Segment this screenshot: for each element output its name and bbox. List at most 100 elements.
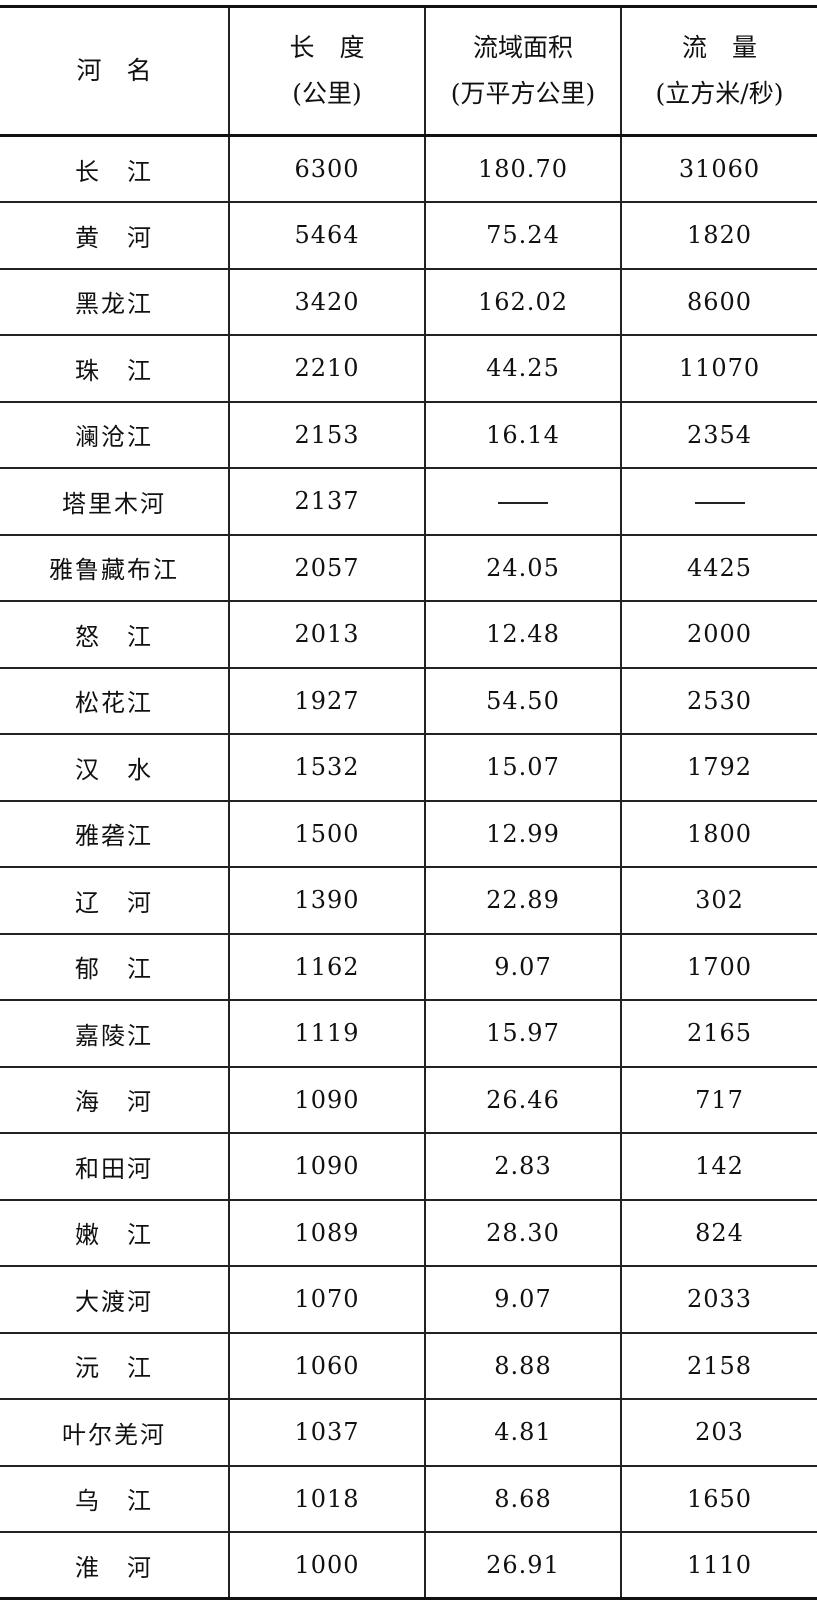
cell-flow: 4425 bbox=[620, 534, 817, 601]
cell-river-name: 乌 江 bbox=[75, 1487, 153, 1516]
cell-flow: 1792 bbox=[620, 734, 817, 801]
table-row: 黄 河 5464 75.24 1820 bbox=[0, 202, 817, 269]
header-row: 河 名 长 度 (公里) 流域面积 (万平方公里) 流 量 (立方米/秒) bbox=[0, 6, 817, 136]
cell-basin-area: 180.70 bbox=[424, 135, 621, 202]
cell-basin-area: 75.24 bbox=[424, 202, 621, 269]
cell-flow: 1820 bbox=[620, 202, 817, 269]
cell-length: 1119 bbox=[228, 1000, 425, 1067]
cell-flow: 31060 bbox=[620, 135, 817, 202]
cell-length: 1532 bbox=[228, 734, 425, 801]
cell-basin-area: 12.99 bbox=[424, 800, 621, 867]
cell-basin-area: 2.83 bbox=[424, 1133, 621, 1200]
table-row: 长 江 6300 180.70 31060 bbox=[0, 135, 817, 202]
cell-river-name: 汉 水 bbox=[75, 755, 153, 784]
cell-river-name: 澜沧江 bbox=[75, 423, 153, 452]
cell-basin-area: 15.07 bbox=[424, 734, 621, 801]
cell-length: 2013 bbox=[228, 601, 425, 668]
cell-length: 3420 bbox=[228, 268, 425, 335]
table-row: 雅鲁藏布江 2057 24.05 4425 bbox=[0, 534, 817, 601]
table-row: 黑龙江 3420 162.02 8600 bbox=[0, 268, 817, 335]
cell-length: 1070 bbox=[228, 1266, 425, 1333]
cell-flow: 824 bbox=[620, 1199, 817, 1266]
table-row: 大渡河 1070 9.07 2033 bbox=[0, 1266, 817, 1333]
table-row: 塔里木河 2137 bbox=[0, 468, 817, 535]
table-row: 松花江 1927 54.50 2530 bbox=[0, 667, 817, 734]
table-row: 乌 江 1018 8.68 1650 bbox=[0, 1465, 817, 1532]
cell-river-name: 和田河 bbox=[75, 1154, 153, 1183]
table-row: 叶尔羌河 1037 4.81 203 bbox=[0, 1399, 817, 1466]
cell-basin-area: 28.30 bbox=[424, 1199, 621, 1266]
cell-basin-area: 16.14 bbox=[424, 401, 621, 468]
cell-length: 1090 bbox=[228, 1066, 425, 1133]
header-title: 流 量 bbox=[681, 33, 757, 62]
cell-river-name: 嘉陵江 bbox=[75, 1021, 153, 1050]
cell-flow: 1110 bbox=[620, 1532, 817, 1599]
cell-river-name: 海 河 bbox=[75, 1088, 153, 1117]
header-unit: (立方米/秒) bbox=[655, 79, 784, 108]
cell-length: 5464 bbox=[228, 202, 425, 269]
header-unit: (公里) bbox=[292, 79, 362, 108]
cell-river-name: 黄 河 bbox=[75, 223, 153, 252]
cell-flow: 1700 bbox=[620, 933, 817, 1000]
cell-length: 1162 bbox=[228, 933, 425, 1000]
table-row: 海 河 1090 26.46 717 bbox=[0, 1066, 817, 1133]
cell-flow bbox=[620, 468, 817, 535]
cell-basin-area: 26.46 bbox=[424, 1066, 621, 1133]
cell-length: 1090 bbox=[228, 1133, 425, 1200]
header-basin-area: 流域面积 (万平方公里) bbox=[424, 6, 621, 136]
cell-flow: 2165 bbox=[620, 1000, 817, 1067]
cell-flow: 1650 bbox=[620, 1465, 817, 1532]
cell-basin-area: 4.81 bbox=[424, 1399, 621, 1466]
no-data-dash bbox=[498, 501, 548, 504]
rivers-table: 河 名长 度 (公里) 流域面积 (万平方公里) 流 量 (立方米/秒) 长 江 6300 1… bbox=[0, 5, 817, 1600]
cell-basin-area: 15.97 bbox=[424, 1000, 621, 1067]
cell-flow: 2530 bbox=[620, 667, 817, 734]
cell-flow: 2000 bbox=[620, 601, 817, 668]
cell-river-name: 叶尔羌河 bbox=[62, 1420, 166, 1449]
cell-flow: 2033 bbox=[620, 1266, 817, 1333]
cell-basin-area: 9.07 bbox=[424, 1266, 621, 1333]
cell-flow: 142 bbox=[620, 1133, 817, 1200]
cell-length: 1037 bbox=[228, 1399, 425, 1466]
cell-basin-area: 9.07 bbox=[424, 933, 621, 1000]
table-row: 雅砻江 1500 12.99 1800 bbox=[0, 800, 817, 867]
cell-length: 2137 bbox=[228, 468, 425, 535]
header-title: 流域面积 bbox=[472, 33, 573, 62]
cell-river-name: 郁 江 bbox=[75, 955, 153, 984]
header-unit: (万平方公里) bbox=[450, 79, 596, 108]
cell-flow: 2354 bbox=[620, 401, 817, 468]
header-flow: 流 量 (立方米/秒) bbox=[620, 6, 817, 136]
cell-basin-area: 44.25 bbox=[424, 335, 621, 402]
cell-length: 1927 bbox=[228, 667, 425, 734]
cell-length: 1060 bbox=[228, 1332, 425, 1399]
table-row: 澜沧江 2153 16.14 2354 bbox=[0, 401, 817, 468]
cell-river-name: 松花江 bbox=[75, 689, 153, 718]
cell-basin-area: 8.88 bbox=[424, 1332, 621, 1399]
cell-river-name: 雅砻江 bbox=[75, 822, 153, 851]
no-data-dash bbox=[694, 501, 745, 504]
cell-river-name: 沅 江 bbox=[75, 1354, 153, 1383]
cell-basin-area: 26.91 bbox=[424, 1532, 621, 1599]
cell-river-name: 辽 河 bbox=[75, 888, 153, 917]
cell-basin-area: 54.50 bbox=[424, 667, 621, 734]
cell-flow: 8600 bbox=[620, 268, 817, 335]
table-row: 和田河 1090 2.83 142 bbox=[0, 1133, 817, 1200]
cell-length: 6300 bbox=[228, 135, 425, 202]
header-title: 河 名 bbox=[76, 56, 152, 85]
table-row: 辽 河 1390 22.89 302 bbox=[0, 867, 817, 934]
cell-river-name: 长 江 bbox=[75, 157, 153, 186]
table-row: 嫩 江 1089 28.30 824 bbox=[0, 1199, 817, 1266]
cell-length: 2210 bbox=[228, 335, 425, 402]
cell-basin-area: 22.89 bbox=[424, 867, 621, 934]
cell-river-name: 大渡河 bbox=[75, 1287, 153, 1316]
cell-river-name: 珠 江 bbox=[75, 356, 153, 385]
cell-basin-area: 162.02 bbox=[424, 268, 621, 335]
cell-river-name: 雅鲁藏布江 bbox=[49, 556, 179, 585]
table-row: 郁 江 1162 9.07 1700 bbox=[0, 933, 817, 1000]
cell-length: 1390 bbox=[228, 867, 425, 934]
cell-flow: 203 bbox=[620, 1399, 817, 1466]
cell-basin-area: 24.05 bbox=[424, 534, 621, 601]
cell-length: 1500 bbox=[228, 800, 425, 867]
table-row: 珠 江 2210 44.25 11070 bbox=[0, 335, 817, 402]
table-row: 嘉陵江 1119 15.97 2165 bbox=[0, 1000, 817, 1067]
